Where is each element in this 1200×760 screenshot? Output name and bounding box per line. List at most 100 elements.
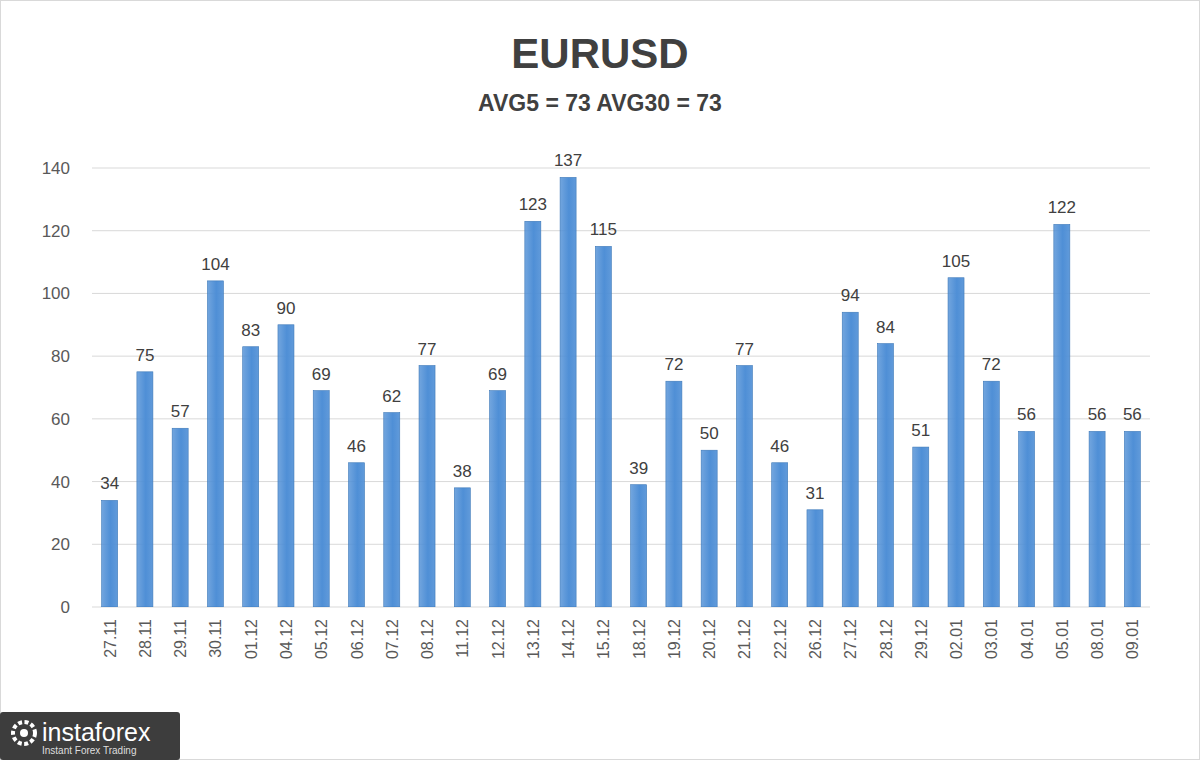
x-tick-label: 20.12 bbox=[701, 619, 718, 659]
data-label: 31 bbox=[806, 484, 825, 503]
bar bbox=[595, 246, 611, 607]
x-tick-label: 03.01 bbox=[983, 619, 1000, 659]
x-tick-label: 18.12 bbox=[631, 619, 648, 659]
bar bbox=[384, 413, 400, 607]
grid bbox=[92, 168, 1150, 607]
watermark-text: instaforex bbox=[42, 718, 151, 746]
data-label: 104 bbox=[201, 255, 229, 274]
bar bbox=[701, 450, 717, 607]
x-tick-label: 08.01 bbox=[1089, 619, 1106, 659]
chart-border bbox=[1, 1, 1200, 760]
data-label: 105 bbox=[942, 252, 970, 271]
x-tick-label: 28.11 bbox=[137, 619, 154, 658]
bar bbox=[137, 372, 153, 607]
bar bbox=[807, 510, 823, 607]
data-label: 38 bbox=[453, 462, 472, 481]
data-label: 75 bbox=[135, 346, 154, 365]
grid-line bbox=[92, 293, 1150, 294]
bar bbox=[525, 221, 541, 607]
bar bbox=[1054, 224, 1070, 607]
x-tick-label: 13.12 bbox=[525, 619, 542, 659]
data-label: 77 bbox=[418, 340, 437, 359]
data-label: 72 bbox=[664, 355, 683, 374]
bar bbox=[419, 366, 435, 607]
bar bbox=[313, 391, 329, 607]
x-tick-label: 15.12 bbox=[595, 619, 612, 659]
bar bbox=[172, 428, 188, 607]
bar bbox=[878, 344, 894, 607]
bar bbox=[1124, 431, 1140, 607]
x-tick-label: 04.01 bbox=[1019, 619, 1036, 659]
chart-container: EURUSDAVG5 = 73 AVG30 = 7302040608010012… bbox=[0, 0, 1200, 760]
watermark-icon-core bbox=[20, 729, 28, 737]
data-label: 137 bbox=[554, 151, 582, 170]
bar bbox=[772, 463, 788, 607]
data-label: 77 bbox=[735, 340, 754, 359]
data-label: 115 bbox=[590, 220, 617, 239]
data-label: 46 bbox=[347, 437, 366, 456]
data-label: 34 bbox=[100, 474, 119, 493]
bar bbox=[631, 485, 647, 607]
watermark: instaforexInstant Forex Trading bbox=[0, 712, 180, 760]
x-tick-label: 01.12 bbox=[243, 619, 260, 659]
x-tick-label: 04.12 bbox=[278, 619, 295, 659]
bar bbox=[207, 281, 223, 607]
x-tick-label: 06.12 bbox=[349, 619, 366, 659]
y-tick-label: 140 bbox=[42, 159, 70, 178]
data-label: 56 bbox=[1017, 405, 1036, 424]
chart-title: EURUSD bbox=[511, 30, 688, 77]
background bbox=[0, 0, 1200, 760]
y-tick-label: 120 bbox=[42, 222, 70, 241]
bar bbox=[948, 278, 964, 607]
y-tick-label: 100 bbox=[42, 284, 70, 303]
data-label: 57 bbox=[171, 402, 190, 421]
x-tick-label: 29.12 bbox=[913, 619, 930, 659]
watermark-box bbox=[0, 712, 180, 760]
data-label: 90 bbox=[277, 299, 296, 318]
grid-line bbox=[92, 230, 1150, 231]
data-label: 56 bbox=[1123, 405, 1142, 424]
data-label: 69 bbox=[488, 365, 507, 384]
data-label: 123 bbox=[519, 195, 547, 214]
x-tick-label: 28.12 bbox=[878, 619, 895, 659]
bar bbox=[349, 463, 365, 607]
x-tick-label: 05.01 bbox=[1054, 619, 1071, 659]
bar bbox=[1089, 431, 1105, 607]
y-tick-label: 0 bbox=[61, 598, 70, 617]
x-tick-label: 27.11 bbox=[102, 619, 119, 658]
x-tick-label: 02.01 bbox=[948, 619, 965, 659]
y-tick-label: 20 bbox=[51, 535, 70, 554]
bars bbox=[102, 177, 1141, 607]
bar bbox=[736, 366, 752, 607]
x-tick-label: 14.12 bbox=[560, 619, 577, 659]
bar bbox=[983, 381, 999, 607]
bar bbox=[913, 447, 929, 607]
data-label: 69 bbox=[312, 365, 331, 384]
x-tick-labels: 27.1128.1129.1130.1101.1204.1205.1206.12… bbox=[102, 619, 1142, 659]
grid-line bbox=[92, 168, 1150, 169]
data-label: 39 bbox=[629, 459, 648, 478]
data-label: 56 bbox=[1088, 405, 1107, 424]
y-tick-label: 60 bbox=[51, 410, 70, 429]
x-tick-label: 07.12 bbox=[384, 619, 401, 659]
data-label: 46 bbox=[770, 437, 789, 456]
x-tick-label: 05.12 bbox=[313, 619, 330, 659]
chart-subtitle: AVG5 = 73 AVG30 = 73 bbox=[478, 90, 722, 116]
x-tick-label: 22.12 bbox=[772, 619, 789, 659]
data-label: 94 bbox=[841, 286, 860, 305]
bar bbox=[560, 177, 576, 607]
x-tick-label: 19.12 bbox=[666, 619, 683, 659]
bar bbox=[842, 312, 858, 607]
data-label: 72 bbox=[982, 355, 1001, 374]
data-label: 83 bbox=[241, 321, 260, 340]
data-label: 50 bbox=[700, 424, 719, 443]
watermark-icon bbox=[13, 722, 35, 744]
x-tick-label: 29.11 bbox=[172, 619, 189, 658]
bar bbox=[243, 347, 259, 607]
bar bbox=[454, 488, 470, 607]
bar bbox=[278, 325, 294, 607]
bar bbox=[490, 391, 506, 607]
x-tick-label: 26.12 bbox=[807, 619, 824, 659]
bar bbox=[666, 381, 682, 607]
data-label: 122 bbox=[1048, 198, 1076, 217]
